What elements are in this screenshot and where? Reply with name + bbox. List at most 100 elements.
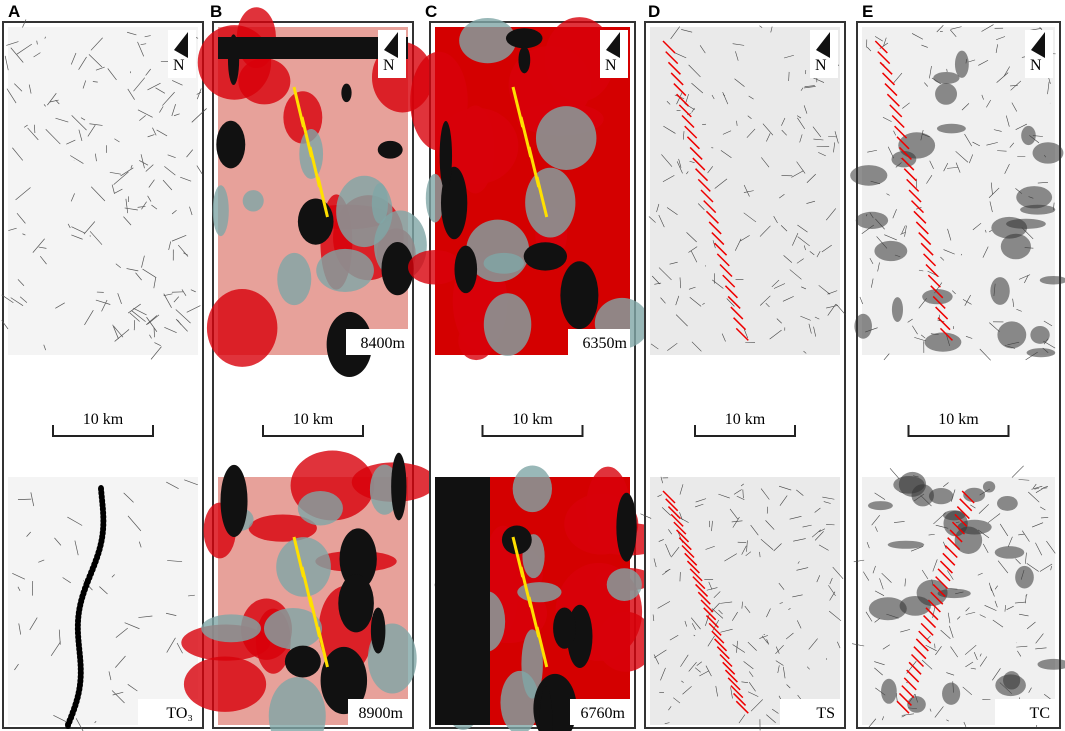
texture bbox=[713, 591, 721, 599]
texture bbox=[965, 607, 970, 612]
texture bbox=[108, 671, 112, 681]
texture bbox=[111, 184, 115, 194]
texture bbox=[650, 343, 659, 350]
texture bbox=[101, 299, 108, 312]
texture bbox=[107, 68, 117, 81]
texture bbox=[797, 224, 808, 233]
texture bbox=[920, 130, 924, 141]
texture bbox=[759, 225, 771, 237]
texture bbox=[747, 641, 757, 651]
texture bbox=[665, 51, 679, 65]
texture bbox=[501, 525, 532, 555]
texture bbox=[94, 153, 97, 162]
texture bbox=[171, 210, 177, 215]
texture bbox=[929, 66, 932, 79]
texture bbox=[743, 212, 757, 223]
texture bbox=[544, 17, 615, 102]
texture bbox=[45, 128, 61, 145]
texture bbox=[668, 529, 673, 535]
texture bbox=[907, 696, 926, 713]
texture bbox=[50, 641, 61, 656]
texture bbox=[695, 168, 709, 182]
texture bbox=[83, 221, 96, 235]
texture bbox=[669, 261, 678, 265]
texture bbox=[138, 541, 142, 548]
texture bbox=[505, 28, 543, 49]
texture bbox=[984, 605, 997, 611]
texture bbox=[915, 221, 929, 235]
texture bbox=[316, 626, 329, 668]
texture bbox=[140, 154, 145, 169]
texture bbox=[180, 176, 192, 182]
texture bbox=[149, 334, 152, 339]
texture bbox=[879, 61, 893, 75]
texture bbox=[766, 639, 770, 645]
texture bbox=[681, 114, 695, 129]
texture bbox=[1025, 552, 1027, 564]
texture bbox=[893, 130, 897, 136]
texture bbox=[652, 614, 655, 621]
texture bbox=[678, 104, 692, 118]
texture bbox=[654, 649, 667, 658]
texture bbox=[797, 117, 806, 130]
texture bbox=[992, 668, 1001, 681]
texture bbox=[921, 569, 929, 580]
texture bbox=[748, 682, 756, 692]
texture bbox=[947, 612, 951, 624]
texture bbox=[796, 258, 804, 264]
texture bbox=[963, 721, 967, 727]
texture bbox=[736, 640, 738, 653]
texture bbox=[410, 51, 468, 151]
texture bbox=[991, 216, 1028, 239]
texture bbox=[813, 326, 817, 337]
texture bbox=[783, 666, 786, 679]
texture bbox=[171, 235, 187, 242]
texture bbox=[964, 133, 972, 147]
texture bbox=[874, 590, 885, 596]
texture bbox=[775, 660, 784, 666]
texture bbox=[1028, 491, 1040, 503]
texture bbox=[111, 690, 125, 704]
texture bbox=[1021, 125, 1036, 146]
texture bbox=[921, 659, 933, 670]
texture bbox=[693, 634, 696, 637]
texture bbox=[920, 622, 934, 636]
texture bbox=[850, 165, 888, 186]
texture bbox=[899, 491, 905, 494]
texture bbox=[894, 125, 908, 139]
texture bbox=[733, 489, 742, 495]
texture bbox=[887, 540, 925, 549]
texture bbox=[139, 160, 149, 166]
texture bbox=[874, 667, 883, 676]
texture bbox=[747, 115, 752, 120]
texture bbox=[762, 123, 774, 136]
texture bbox=[732, 516, 740, 528]
texture bbox=[111, 574, 115, 578]
texture bbox=[861, 224, 875, 235]
texture bbox=[946, 719, 949, 722]
texture bbox=[720, 150, 732, 158]
texture bbox=[925, 607, 939, 621]
texture bbox=[1004, 163, 1010, 174]
texture bbox=[523, 242, 568, 271]
texture bbox=[6, 41, 19, 46]
texture bbox=[1039, 275, 1065, 285]
texture bbox=[884, 234, 897, 241]
texture bbox=[773, 283, 786, 289]
texture bbox=[818, 528, 826, 532]
texture bbox=[681, 680, 684, 683]
texture bbox=[320, 646, 368, 715]
texture bbox=[1005, 115, 1010, 127]
scale-label: 10 km bbox=[293, 411, 334, 428]
texture bbox=[731, 520, 743, 523]
scale-bar bbox=[481, 425, 584, 437]
texture bbox=[776, 318, 782, 324]
texture bbox=[660, 297, 666, 304]
texture bbox=[791, 170, 804, 178]
texture bbox=[803, 245, 806, 251]
texture bbox=[1042, 347, 1049, 353]
texture bbox=[660, 476, 663, 484]
texture bbox=[535, 106, 597, 170]
texture bbox=[681, 29, 693, 33]
texture bbox=[741, 681, 749, 683]
